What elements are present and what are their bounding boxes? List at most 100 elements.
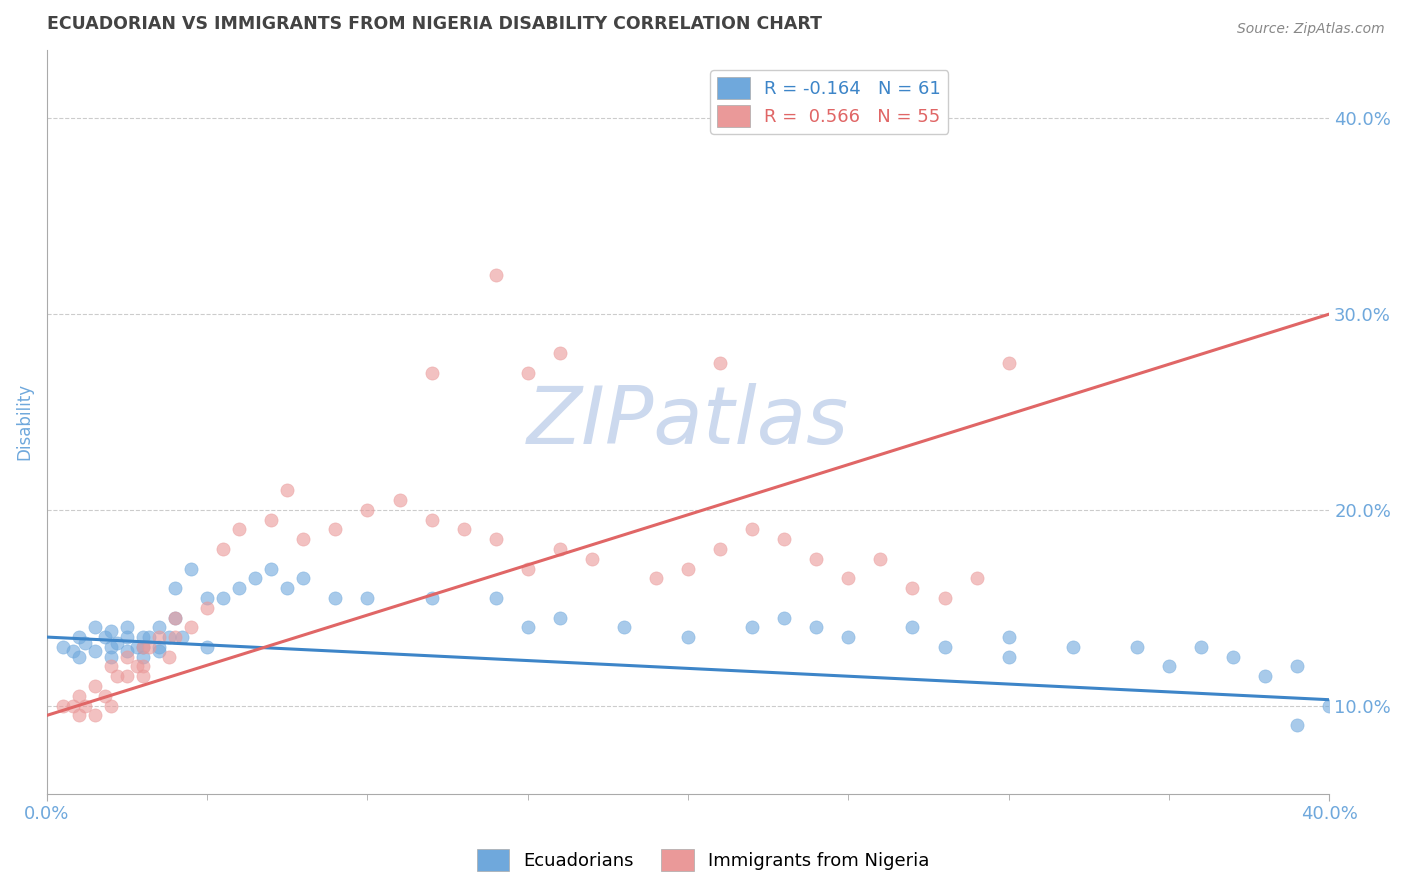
Point [485,591,508,605]
Point [1317,698,1340,713]
Point [806,620,828,634]
Point [148,640,170,654]
Point [212,541,235,556]
Point [67,708,90,723]
Text: Source: ZipAtlas.com: Source: ZipAtlas.com [1237,22,1385,37]
Point [325,591,347,605]
Point [516,620,538,634]
Point [125,640,148,654]
Point [52,698,75,713]
Point [195,640,218,654]
Point [1062,640,1084,654]
Point [67,689,90,703]
Point [934,640,956,654]
Point [132,659,155,673]
Point [138,640,160,654]
Point [260,561,283,575]
Point [100,624,122,639]
Point [67,649,90,664]
Point [676,630,699,644]
Point [180,561,202,575]
Point [115,644,138,658]
Point [84,644,107,658]
Point [75,698,97,713]
Point [325,523,347,537]
Point [997,649,1019,664]
Point [1189,640,1212,654]
Point [1286,718,1309,732]
Point [52,640,75,654]
Point [1222,649,1244,664]
Point [62,698,84,713]
Point [548,541,571,556]
Point [115,620,138,634]
Point [100,698,122,713]
Point [100,659,122,673]
Point [806,551,828,566]
Point [837,630,859,644]
Legend: Ecuadorians, Immigrants from Nigeria: Ecuadorians, Immigrants from Nigeria [470,842,936,879]
Point [157,649,180,664]
Point [260,513,283,527]
Point [245,571,267,585]
Point [132,649,155,664]
Point [84,708,107,723]
Point [75,636,97,650]
Text: ECUADORIAN VS IMMIGRANTS FROM NIGERIA DISABILITY CORRELATION CHART: ECUADORIAN VS IMMIGRANTS FROM NIGERIA DI… [46,15,823,33]
Point [100,640,122,654]
Point [115,630,138,644]
Point [581,551,603,566]
Point [516,561,538,575]
Point [485,532,508,546]
Point [115,669,138,683]
Point [548,346,571,360]
Point [115,649,138,664]
Point [107,636,129,650]
Point [157,630,180,644]
Point [180,620,202,634]
Point [420,366,443,380]
Point [148,630,170,644]
Point [453,523,475,537]
Point [195,600,218,615]
Point [165,610,187,624]
Point [901,620,924,634]
Point [869,551,891,566]
Point [292,571,315,585]
Point [420,591,443,605]
Point [516,366,538,380]
Point [212,591,235,605]
Point [195,591,218,605]
Point [125,659,148,673]
Point [613,620,636,634]
Point [228,523,250,537]
Point [165,610,187,624]
Point [170,630,193,644]
Point [934,591,956,605]
Point [1286,659,1309,673]
Text: ZIPatlas: ZIPatlas [527,383,849,461]
Point [93,689,115,703]
Point [709,356,731,370]
Point [676,561,699,575]
Point [837,571,859,585]
Point [901,581,924,595]
Point [165,581,187,595]
Point [148,620,170,634]
Point [388,493,411,508]
Point [138,630,160,644]
Point [548,610,571,624]
Point [84,620,107,634]
Point [773,532,796,546]
Point [773,610,796,624]
Point [741,523,763,537]
Point [276,483,298,498]
Point [132,640,155,654]
Point [165,630,187,644]
Point [228,581,250,595]
Point [84,679,107,693]
Point [420,513,443,527]
Point [93,630,115,644]
Point [132,640,155,654]
Point [997,630,1019,644]
